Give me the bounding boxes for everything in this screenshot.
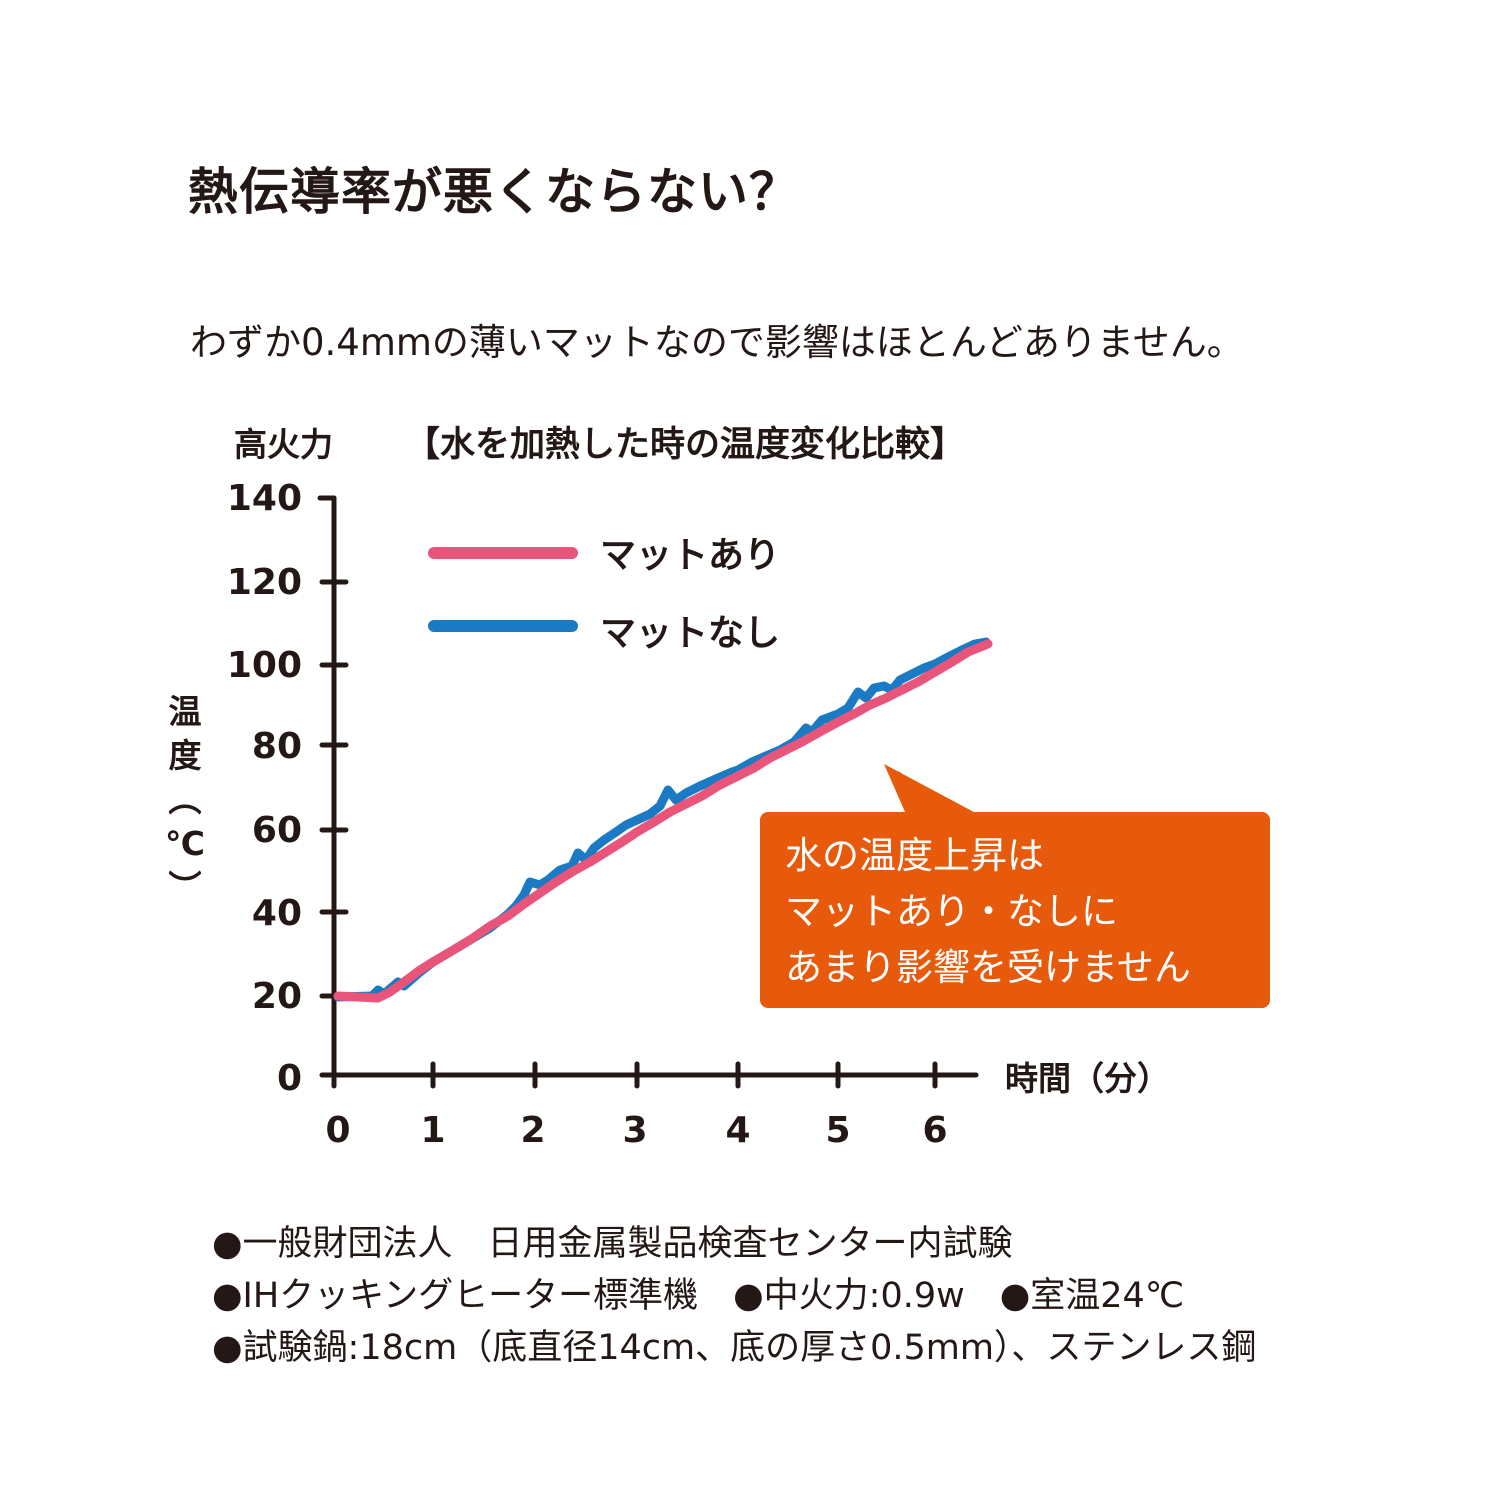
- y-tick-label: 60: [251, 810, 302, 851]
- y-axis-label-char: ︵: [168, 780, 202, 819]
- test-conditions: ●一般財団法人 日用金属製品検査センター内試験 ●IHクッキングヒーター標準機 …: [212, 1218, 1256, 1374]
- y-tick-label: 80: [251, 726, 302, 767]
- y-tick-label: 140: [226, 478, 302, 519]
- chart-title: 【水を加熱した時の温度変化比較】: [405, 425, 966, 465]
- x-tick-label: 6: [922, 1110, 948, 1151]
- note-line: ●一般財団法人 日用金属製品検査センター内試験: [212, 1224, 1013, 1264]
- y-tick-label: 0: [276, 1058, 302, 1099]
- callout-line: 水の温度上昇は: [785, 834, 1044, 877]
- y-axis-label-char: ℃: [165, 824, 205, 863]
- page-title: 熱伝導率が悪くならない？: [188, 163, 800, 221]
- x-tick-label: 2: [520, 1110, 546, 1151]
- callout-line: あまり影響を受けません: [785, 946, 1191, 989]
- x-tick-label: 0: [325, 1110, 351, 1151]
- x-tick-label: 1: [420, 1110, 446, 1151]
- legend-label-with-mat: マットあり: [600, 535, 781, 576]
- y-axis-label-char: ︶: [168, 868, 202, 907]
- x-tick-label: 5: [825, 1110, 851, 1151]
- note-line: ●IHクッキングヒーター標準機 ●中火力:0.9w ●室温24℃: [212, 1276, 1185, 1316]
- legend-label-without-mat: マットなし: [600, 613, 781, 654]
- callout-box: [760, 812, 1270, 1008]
- y-tick-label: 120: [226, 562, 302, 603]
- x-tick-label: 3: [622, 1110, 648, 1151]
- y-axis-label-char: 度: [168, 736, 202, 775]
- note-line: ●試験鍋:18cm（底直径14cm、底の厚さ0.5mm）、ステンレス鋼: [212, 1328, 1257, 1368]
- y-tick-label: 100: [226, 645, 302, 686]
- x-ticks: [430, 1061, 938, 1089]
- callout-text: 水の温度上昇は マットあり・なしに あまり影響を受けません: [785, 828, 1191, 996]
- x-tick-label: 4: [725, 1110, 751, 1151]
- callout-line: マットあり・なしに: [785, 890, 1118, 933]
- x-axis-label: 時間（分）: [1005, 1059, 1170, 1098]
- y-axis-label: 温 度 ︵ ℃ ︶: [160, 690, 210, 910]
- heat-level-label: 高火力: [234, 425, 333, 464]
- series-with-mat: [333, 639, 993, 1003]
- y-axis-label-char: 温: [168, 692, 202, 731]
- y-tick-label: 20: [251, 976, 302, 1017]
- y-tick-label: 40: [251, 893, 302, 934]
- page-subtitle: わずか0.4mmの薄いマットなので影響はほとんどありません。: [190, 321, 1244, 364]
